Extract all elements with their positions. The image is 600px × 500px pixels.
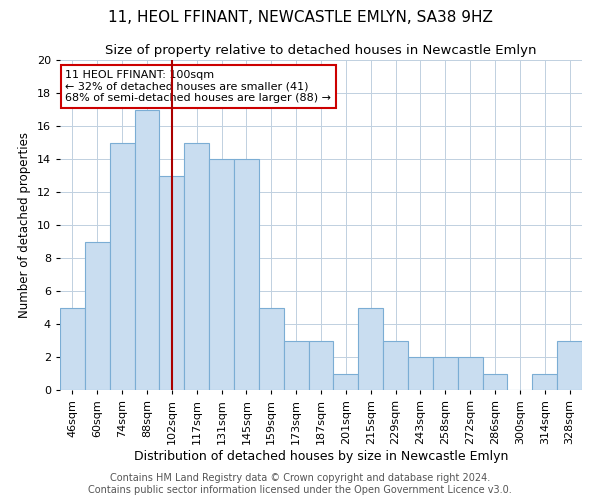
X-axis label: Distribution of detached houses by size in Newcastle Emlyn: Distribution of detached houses by size … <box>134 450 508 462</box>
Bar <box>557 340 582 390</box>
Bar <box>110 142 134 390</box>
Bar <box>160 176 184 390</box>
Y-axis label: Number of detached properties: Number of detached properties <box>18 132 31 318</box>
Bar <box>209 159 234 390</box>
Bar <box>532 374 557 390</box>
Bar <box>259 308 284 390</box>
Bar <box>85 242 110 390</box>
Bar <box>234 159 259 390</box>
Title: Size of property relative to detached houses in Newcastle Emlyn: Size of property relative to detached ho… <box>105 44 537 58</box>
Bar <box>482 374 508 390</box>
Bar <box>134 110 160 390</box>
Bar <box>408 357 433 390</box>
Bar <box>433 357 458 390</box>
Text: 11, HEOL FFINANT, NEWCASTLE EMLYN, SA38 9HZ: 11, HEOL FFINANT, NEWCASTLE EMLYN, SA38 … <box>107 10 493 25</box>
Bar <box>308 340 334 390</box>
Bar <box>358 308 383 390</box>
Bar <box>284 340 308 390</box>
Bar <box>184 142 209 390</box>
Bar <box>60 308 85 390</box>
Bar <box>458 357 482 390</box>
Text: Contains HM Land Registry data © Crown copyright and database right 2024.
Contai: Contains HM Land Registry data © Crown c… <box>88 474 512 495</box>
Text: 11 HEOL FFINANT: 100sqm
← 32% of detached houses are smaller (41)
68% of semi-de: 11 HEOL FFINANT: 100sqm ← 32% of detache… <box>65 70 331 103</box>
Bar <box>383 340 408 390</box>
Bar <box>334 374 358 390</box>
